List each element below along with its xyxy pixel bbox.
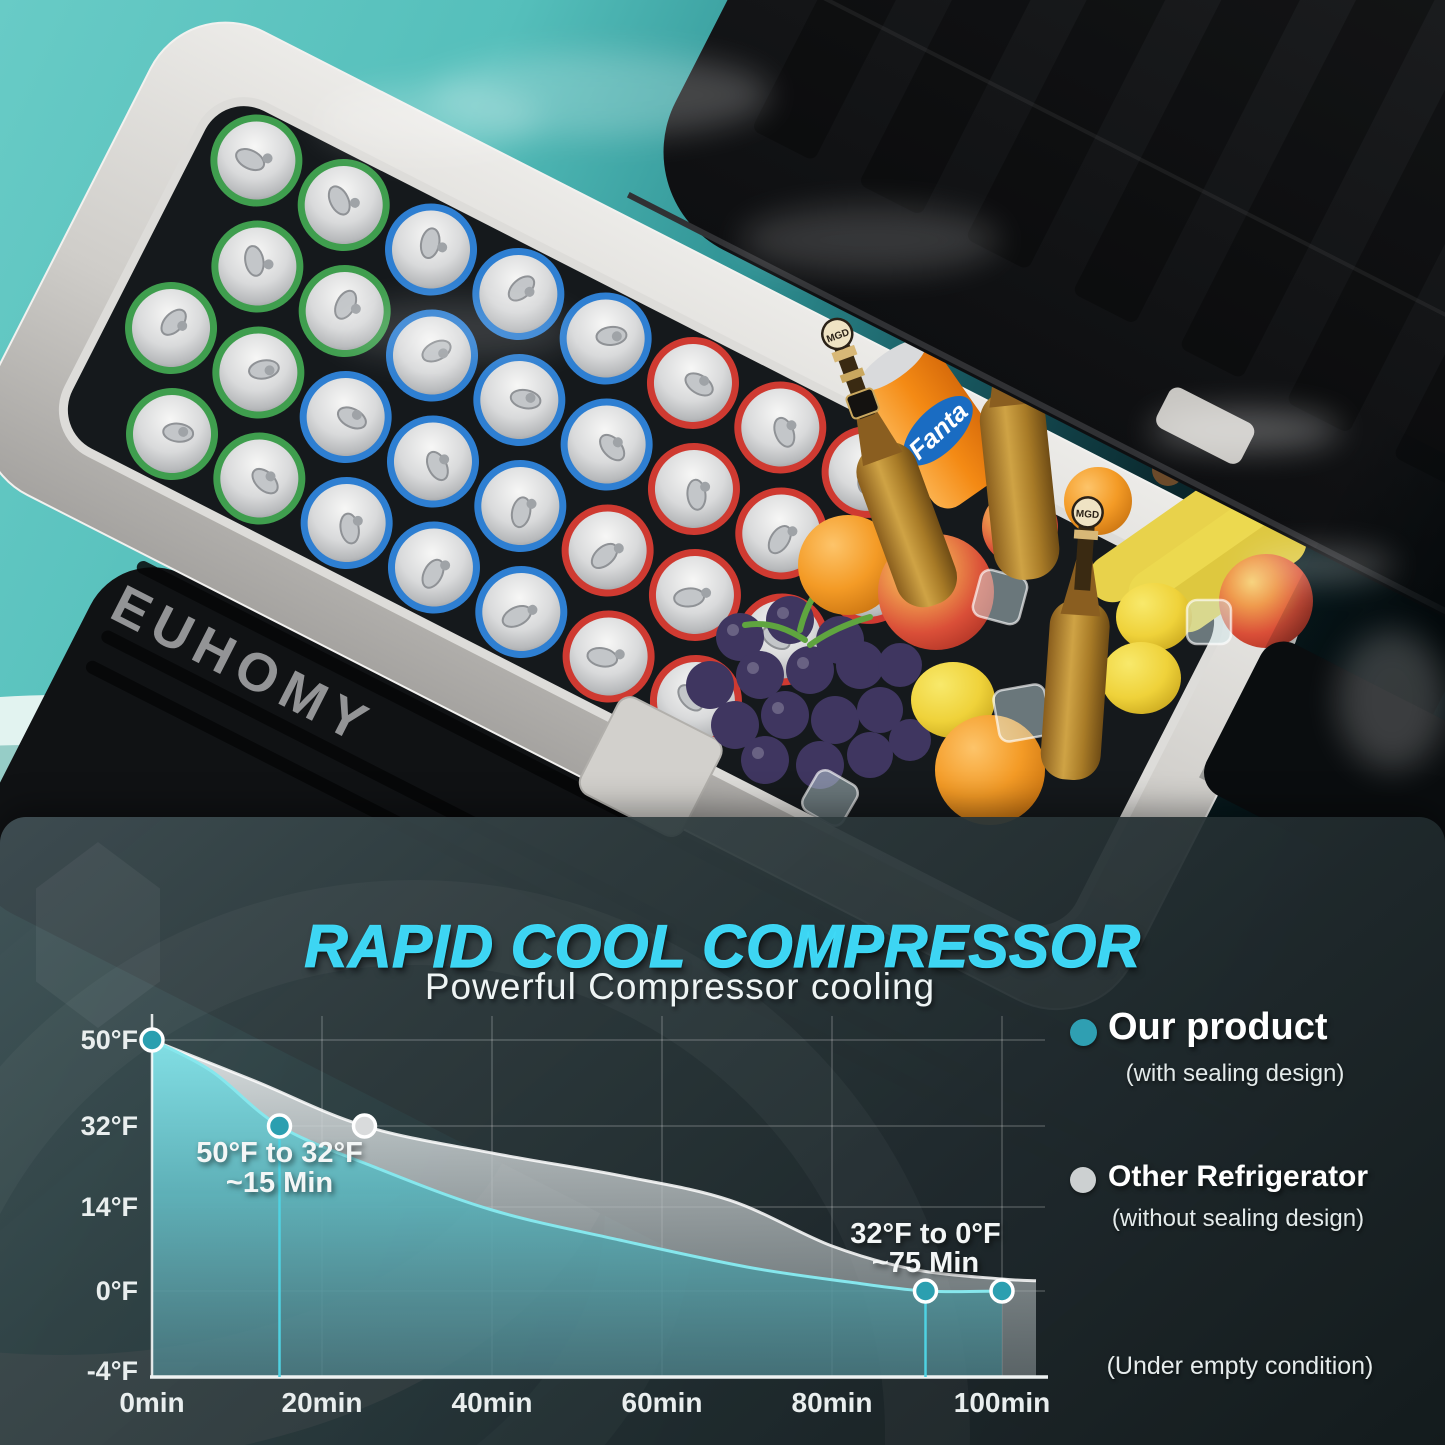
x-tick-label: 20min bbox=[282, 1387, 363, 1418]
marker-our-product bbox=[912, 1278, 939, 1304]
marker-our-product bbox=[989, 1278, 1015, 1304]
lemon-fruit bbox=[1116, 583, 1192, 651]
drink-can-icon bbox=[562, 610, 655, 703]
marker-our-product bbox=[139, 1027, 165, 1053]
marker-our-product bbox=[266, 1113, 293, 1139]
drink-can-icon bbox=[474, 459, 567, 552]
drink-can-icon bbox=[560, 398, 653, 491]
drink-can-icon bbox=[125, 282, 218, 375]
drink-can-icon bbox=[385, 203, 478, 296]
x-tick-label: 40min bbox=[452, 1387, 533, 1418]
y-tick-label: 50°F bbox=[81, 1025, 138, 1055]
drink-can-icon bbox=[213, 432, 306, 525]
legend-sublabel-our-product: (with sealing design) bbox=[1125, 1060, 1345, 1087]
legend-label-other: Other Refrigerator bbox=[1108, 1160, 1369, 1193]
footnote: (Under empty condition) bbox=[1106, 1352, 1374, 1380]
y-tick-label: 14°F bbox=[81, 1192, 138, 1222]
beer-bottle: MGD bbox=[821, 317, 958, 608]
fanta-can: Fanta bbox=[858, 339, 1009, 509]
drink-can-icon bbox=[734, 381, 827, 474]
drink-can-icon bbox=[386, 415, 479, 508]
chart-series bbox=[151, 1038, 1037, 1377]
drink-can-icon bbox=[211, 220, 304, 313]
legend-bullet-other bbox=[1070, 1167, 1096, 1193]
drink-can-icon bbox=[561, 504, 654, 597]
lemon-fruit bbox=[1101, 642, 1181, 714]
series-our-product-line bbox=[151, 1038, 1003, 1294]
legend-sublabel-other: (without sealing design) bbox=[1111, 1205, 1365, 1232]
drink-can-icon bbox=[473, 353, 566, 446]
section-title: RAPID COOL COMPRESSOR bbox=[304, 913, 1141, 981]
drink-can-icon bbox=[475, 565, 568, 658]
drink-can-icon bbox=[210, 114, 303, 207]
drink-can-icon bbox=[300, 476, 393, 569]
cooler-lid bbox=[626, 0, 1445, 833]
x-tick-label: 60min bbox=[622, 1387, 703, 1418]
x-tick-label: 0min bbox=[119, 1387, 184, 1418]
annotation-line1: 50°F to 32°F bbox=[196, 1137, 363, 1169]
beer-bottle: MGD bbox=[1040, 496, 1110, 781]
x-tick-label: 80min bbox=[792, 1387, 873, 1418]
annotation-line2: ~15 Min bbox=[226, 1167, 333, 1199]
drink-can-icon bbox=[646, 336, 739, 429]
annotation-line2: ~75 Min bbox=[872, 1247, 979, 1279]
drink-can-icon bbox=[559, 292, 652, 385]
y-tick-label: -4°F bbox=[87, 1356, 138, 1386]
drink-can-icon bbox=[126, 388, 219, 481]
legend-bullet-our-product bbox=[1070, 1019, 1097, 1046]
chart-annotations: 50°F to 32°F~15 Min 32°F to 0°F~75 Min bbox=[196, 1137, 1001, 1279]
drink-can-icon bbox=[297, 158, 390, 251]
bottle-cap-label: MGD bbox=[1075, 509, 1099, 522]
series-our-product-area bbox=[152, 1040, 1002, 1377]
chart-markers bbox=[139, 1027, 1015, 1377]
orange-fruit bbox=[935, 715, 1045, 825]
drink-can-icon bbox=[212, 326, 305, 419]
annotation-line1: 32°F to 0°F bbox=[850, 1218, 1001, 1250]
section-subtitle: Powerful Compressor cooling bbox=[424, 966, 936, 1007]
x-tick-label: 100min bbox=[954, 1387, 1051, 1418]
drink-can-icon bbox=[647, 442, 740, 535]
drink-can-icon bbox=[299, 370, 392, 463]
lid-panels bbox=[754, 0, 1445, 486]
cold-mist bbox=[320, 53, 1445, 770]
cooler-latch bbox=[578, 696, 723, 837]
y-tick-label: 0°F bbox=[96, 1276, 138, 1306]
series-other-refrigerator-line bbox=[151, 1038, 1037, 1283]
marker-other-refrigerator bbox=[351, 1113, 378, 1139]
drink-can-icon bbox=[648, 548, 741, 641]
y-tick-label: 32°F bbox=[81, 1111, 138, 1141]
legend-label-our-product: Our product bbox=[1108, 1006, 1328, 1048]
orange-fruit bbox=[798, 515, 898, 615]
hexagon-watermark bbox=[36, 842, 160, 1028]
drink-can-icon bbox=[387, 521, 480, 614]
